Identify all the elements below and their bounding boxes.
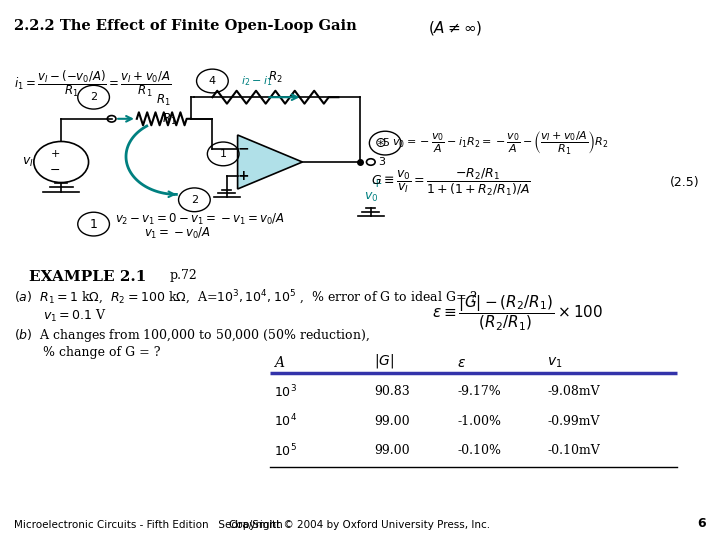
Text: −: − — [50, 164, 60, 177]
Text: 2: 2 — [191, 195, 198, 205]
Text: 99.00: 99.00 — [374, 444, 410, 457]
Text: $v_1$: $v_1$ — [547, 355, 562, 370]
Text: 90.83: 90.83 — [374, 385, 410, 398]
Text: -0.10mV: -0.10mV — [547, 444, 600, 457]
Text: 3: 3 — [378, 157, 385, 167]
Text: $10^5$: $10^5$ — [274, 443, 297, 459]
Text: 4: 4 — [209, 76, 216, 86]
Text: -9.17%: -9.17% — [457, 385, 501, 398]
Text: $10^4$: $10^4$ — [274, 413, 297, 429]
Text: $G \equiv \dfrac{v_0}{v_I} = \dfrac{-R_2/R_1}{1+(1+R_2/R_1)/A}$: $G \equiv \dfrac{v_0}{v_I} = \dfrac{-R_2… — [371, 167, 531, 198]
Text: -9.08mV: -9.08mV — [547, 385, 600, 398]
Text: $(a)$  $R_1 = 1$ k$\Omega$,  $R_2 = 100$ k$\Omega$,  A=$10^3, 10^4, 10^5$ ,  % e: $(a)$ $R_1 = 1$ k$\Omega$, $R_2 = 100$ k… — [14, 289, 478, 307]
Text: $v_0$: $v_0$ — [364, 191, 378, 204]
Text: +: + — [372, 177, 382, 190]
Text: 2: 2 — [90, 92, 97, 102]
Text: $i_1 = \dfrac{v_I - (-v_0/A)}{R_1} = \dfrac{v_I + v_0/A}{R_1}$: $i_1 = \dfrac{v_I - (-v_0/A)}{R_1} = \df… — [14, 68, 172, 99]
Text: +: + — [238, 168, 249, 183]
Text: (2.5): (2.5) — [670, 176, 699, 189]
Text: 1: 1 — [90, 218, 97, 231]
Text: $i_2 - i_1$: $i_2 - i_1$ — [241, 74, 273, 88]
Text: $(b)$  A changes from 100,000 to 50,000 (50% reduction),: $(b)$ A changes from 100,000 to 50,000 (… — [14, 327, 370, 343]
Text: Copyright © 2004 by Oxford University Press, Inc.: Copyright © 2004 by Oxford University Pr… — [230, 520, 490, 530]
Text: $R_2$: $R_2$ — [268, 70, 283, 85]
Text: 5: 5 — [382, 138, 389, 148]
Text: $v_2 - v_1 = 0 - v_1 = -v_1 = v_0/A$: $v_2 - v_1 = 0 - v_1 = -v_1 = v_0/A$ — [115, 212, 285, 227]
Text: 2.2.2 The Effect of Finite Open-Loop Gain: 2.2.2 The Effect of Finite Open-Loop Gai… — [14, 19, 362, 33]
Text: $10^3$: $10^3$ — [274, 383, 297, 400]
Text: $v_1 = 0.1$ V: $v_1 = 0.1$ V — [43, 308, 107, 324]
Text: $\varepsilon \equiv \dfrac{|G| - (R_2/R_1)}{(R_2/R_1)} \times 100$: $\varepsilon \equiv \dfrac{|G| - (R_2/R_… — [432, 294, 603, 334]
Polygon shape — [238, 135, 302, 189]
Text: $v_0 = -\dfrac{v_0}{A} - i_1 R_2 = -\dfrac{v_0}{A} - \left(\dfrac{v_I + v_0/A}{R: $v_0 = -\dfrac{v_0}{A} - i_1 R_2 = -\dfr… — [392, 130, 609, 157]
Text: +: + — [50, 149, 60, 159]
Text: EXAMPLE 2.1: EXAMPLE 2.1 — [29, 270, 146, 284]
Text: $v_I$: $v_I$ — [22, 156, 34, 168]
Text: -0.10%: -0.10% — [457, 444, 501, 457]
Text: $|G|$: $|G|$ — [374, 352, 395, 370]
Text: 99.00: 99.00 — [374, 415, 410, 428]
Text: −: − — [238, 141, 249, 156]
Text: p.72: p.72 — [169, 269, 197, 282]
Text: $\circledast$: $\circledast$ — [374, 136, 387, 150]
Text: $\varepsilon$: $\varepsilon$ — [457, 356, 467, 370]
Text: $R_1$: $R_1$ — [162, 112, 176, 127]
Text: $(A\neq\infty)$: $(A\neq\infty)$ — [428, 19, 483, 37]
Text: 1: 1 — [220, 149, 227, 159]
Text: 6: 6 — [697, 517, 706, 530]
Text: A: A — [274, 356, 284, 370]
Text: -0.99mV: -0.99mV — [547, 415, 600, 428]
Text: -1.00%: -1.00% — [457, 415, 501, 428]
Text: $R_1$: $R_1$ — [156, 93, 171, 108]
Text: % change of G = ?: % change of G = ? — [43, 346, 161, 359]
Text: $v_1 = -v_0/A$: $v_1 = -v_0/A$ — [144, 226, 211, 241]
Text: Microelectronic Circuits - Fifth Edition   Sedra/Smith: Microelectronic Circuits - Fifth Edition… — [14, 520, 283, 530]
